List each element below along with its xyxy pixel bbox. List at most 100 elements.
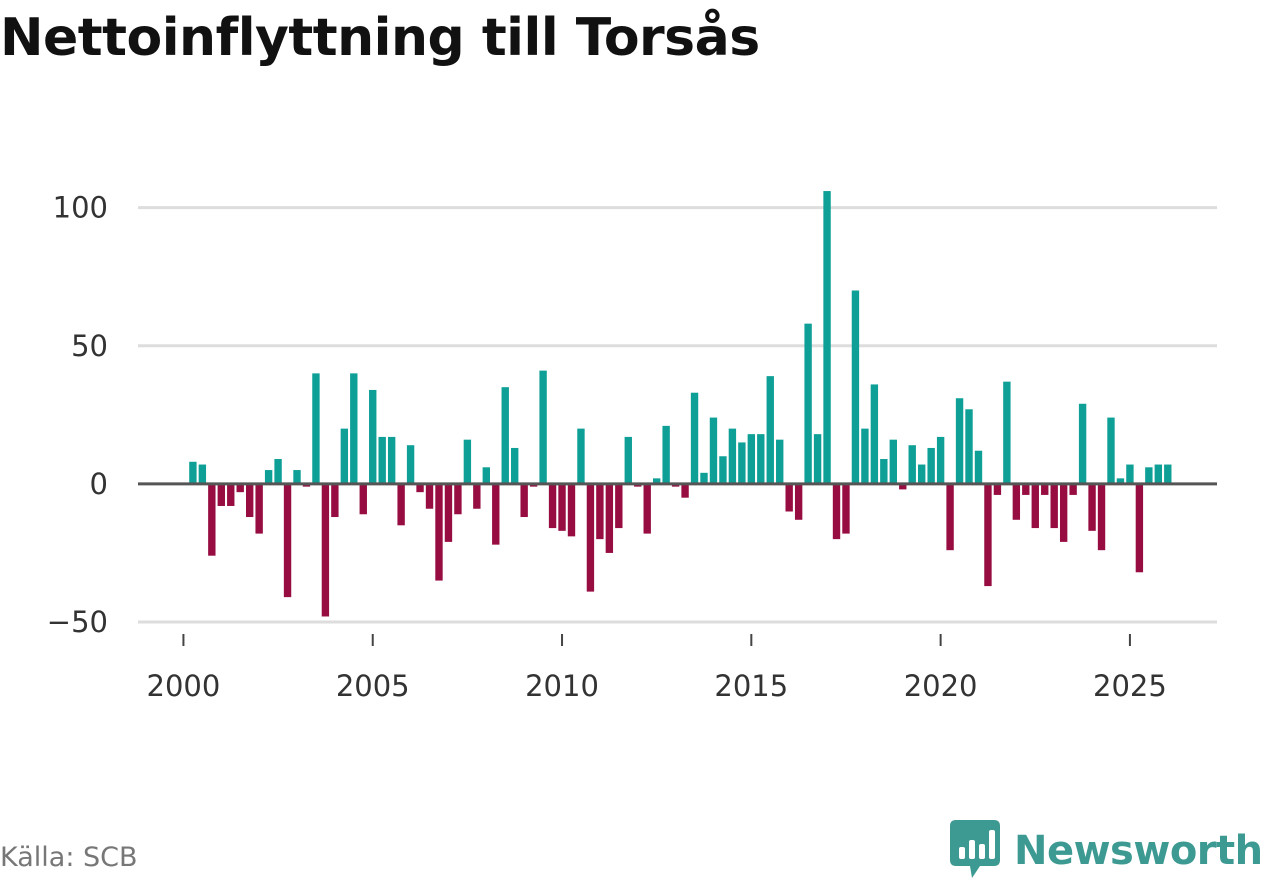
bar	[473, 483, 481, 509]
bar	[823, 191, 831, 484]
bar	[785, 483, 793, 512]
bar	[539, 370, 547, 484]
brand-logo[interactable]: Newsworthy	[950, 818, 1262, 884]
bar	[198, 464, 207, 484]
bar	[189, 461, 197, 484]
bar	[936, 436, 945, 484]
bar	[1107, 417, 1115, 484]
axes: 100 50 0 −50 2000 2005 2010 2015 2020 2025	[47, 191, 1217, 703]
bar	[1041, 483, 1049, 495]
bar	[747, 434, 756, 484]
chart-title: Nettoinflyttning till Torsås	[0, 8, 760, 68]
bar	[1031, 483, 1039, 529]
bar	[861, 428, 869, 484]
bar	[359, 483, 367, 515]
bar	[501, 387, 509, 484]
bar	[1126, 464, 1134, 484]
x-tick-label: 2015	[714, 669, 788, 703]
bar	[293, 470, 301, 484]
bar	[1097, 483, 1106, 551]
bar	[1059, 483, 1068, 542]
bar	[842, 483, 850, 534]
x-tick-label: 2005	[336, 669, 410, 703]
bar	[776, 439, 784, 484]
bar	[217, 483, 225, 506]
bar	[340, 428, 349, 484]
bar	[643, 483, 651, 534]
bar	[548, 483, 557, 529]
source-label: Källa: SCB	[0, 842, 138, 873]
bar	[662, 425, 670, 484]
bar	[984, 483, 992, 587]
bar	[927, 447, 935, 484]
bar	[955, 398, 964, 484]
bar	[567, 483, 576, 537]
bar	[558, 483, 566, 531]
bar	[387, 436, 396, 484]
bar	[1050, 483, 1058, 529]
bar	[1078, 403, 1087, 484]
bar	[1154, 464, 1163, 484]
bar	[312, 373, 320, 484]
newsworthy-logo-icon	[950, 818, 1002, 884]
bar	[397, 483, 405, 526]
bar	[520, 483, 528, 518]
bar	[350, 373, 358, 484]
bar	[369, 389, 377, 484]
bar	[331, 483, 339, 518]
bar	[880, 459, 888, 484]
bar	[652, 478, 661, 484]
y-tick-label: 0	[90, 467, 108, 501]
x-tick-label: 2025	[1093, 669, 1167, 703]
bar	[889, 439, 897, 484]
bar	[435, 483, 443, 581]
bar	[946, 483, 954, 551]
bar	[728, 428, 737, 484]
bar	[245, 483, 254, 518]
bar	[1003, 381, 1011, 484]
bar	[624, 436, 632, 484]
bar	[1022, 483, 1030, 495]
bar	[321, 483, 330, 617]
bar	[899, 483, 907, 490]
bar	[738, 442, 746, 484]
bar	[804, 323, 812, 484]
bar	[425, 483, 434, 509]
bar	[1116, 478, 1125, 484]
bar	[965, 409, 973, 484]
bar	[794, 483, 803, 520]
bar	[264, 470, 273, 484]
bar	[813, 434, 822, 484]
bar	[1088, 483, 1096, 531]
bar	[615, 483, 623, 529]
bar	[832, 483, 841, 540]
brand-name: Newsworthy	[1014, 828, 1262, 874]
bar	[596, 483, 604, 540]
x-tick-label: 2020	[904, 669, 978, 703]
y-tick-label: 100	[53, 191, 108, 225]
bar	[766, 376, 774, 484]
bar	[255, 483, 263, 534]
x-tick-label: 2010	[525, 669, 599, 703]
bar	[236, 483, 244, 493]
bar	[227, 483, 235, 506]
bar	[993, 483, 1002, 495]
bar	[908, 445, 916, 484]
bar	[690, 392, 699, 484]
bar	[511, 447, 519, 484]
bar	[1164, 464, 1172, 484]
bar	[918, 464, 926, 484]
bar	[1135, 483, 1144, 573]
x-tick-label: 2000	[147, 669, 221, 703]
bar	[482, 467, 491, 484]
bar	[605, 483, 614, 553]
bar	[406, 445, 415, 484]
bar	[719, 456, 727, 484]
bar	[681, 483, 689, 498]
bar	[974, 450, 983, 484]
bar	[444, 483, 453, 542]
bar	[208, 483, 216, 556]
bar	[463, 439, 472, 484]
bar	[1145, 467, 1153, 484]
